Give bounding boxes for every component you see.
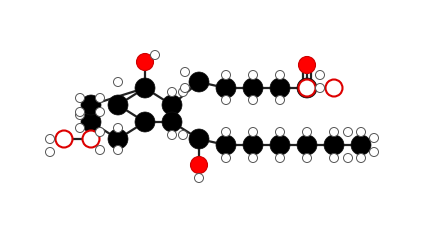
Circle shape: [248, 127, 257, 137]
Circle shape: [75, 108, 84, 116]
Circle shape: [113, 145, 123, 155]
Circle shape: [195, 174, 204, 182]
Circle shape: [136, 54, 153, 71]
Circle shape: [222, 154, 230, 162]
Circle shape: [299, 79, 316, 96]
Circle shape: [324, 135, 344, 155]
Circle shape: [248, 154, 257, 162]
Circle shape: [150, 50, 159, 60]
Circle shape: [357, 154, 366, 162]
Circle shape: [189, 129, 209, 149]
Circle shape: [369, 133, 378, 143]
Circle shape: [81, 112, 101, 132]
Circle shape: [270, 78, 290, 98]
Circle shape: [113, 124, 123, 132]
Circle shape: [276, 154, 285, 162]
Circle shape: [189, 72, 209, 92]
Circle shape: [270, 135, 290, 155]
Circle shape: [75, 110, 84, 120]
Circle shape: [343, 154, 352, 162]
Circle shape: [222, 127, 230, 137]
Circle shape: [95, 127, 104, 137]
Circle shape: [299, 56, 316, 73]
Circle shape: [276, 127, 285, 137]
Circle shape: [302, 127, 311, 137]
Circle shape: [135, 78, 155, 98]
Circle shape: [75, 94, 84, 102]
Circle shape: [351, 135, 371, 155]
Circle shape: [329, 154, 339, 162]
Circle shape: [316, 84, 325, 92]
Circle shape: [243, 78, 263, 98]
Circle shape: [178, 88, 187, 96]
Circle shape: [216, 135, 236, 155]
Circle shape: [95, 145, 104, 155]
Circle shape: [248, 96, 257, 104]
Circle shape: [276, 71, 285, 79]
Circle shape: [135, 112, 155, 132]
Circle shape: [190, 156, 207, 174]
Circle shape: [75, 124, 84, 132]
Circle shape: [108, 129, 128, 149]
Circle shape: [113, 78, 123, 86]
Circle shape: [276, 96, 285, 104]
Circle shape: [325, 79, 343, 96]
Circle shape: [243, 135, 263, 155]
Circle shape: [83, 131, 100, 148]
Circle shape: [181, 67, 190, 77]
Circle shape: [316, 71, 325, 79]
Circle shape: [108, 95, 128, 115]
Circle shape: [167, 88, 176, 96]
Circle shape: [248, 71, 257, 79]
Circle shape: [178, 131, 187, 139]
Circle shape: [181, 84, 190, 92]
Circle shape: [167, 131, 176, 139]
Circle shape: [216, 78, 236, 98]
Circle shape: [55, 131, 72, 148]
Circle shape: [162, 95, 182, 115]
Circle shape: [343, 127, 352, 137]
Circle shape: [95, 94, 104, 102]
Circle shape: [297, 135, 317, 155]
Circle shape: [222, 96, 230, 104]
Circle shape: [302, 154, 311, 162]
Circle shape: [95, 108, 104, 116]
Circle shape: [46, 134, 55, 144]
Circle shape: [357, 127, 366, 137]
Circle shape: [329, 127, 339, 137]
Circle shape: [81, 95, 101, 115]
Circle shape: [222, 71, 230, 79]
Circle shape: [297, 78, 317, 98]
Circle shape: [369, 148, 378, 156]
Circle shape: [162, 112, 182, 132]
Circle shape: [46, 148, 55, 156]
